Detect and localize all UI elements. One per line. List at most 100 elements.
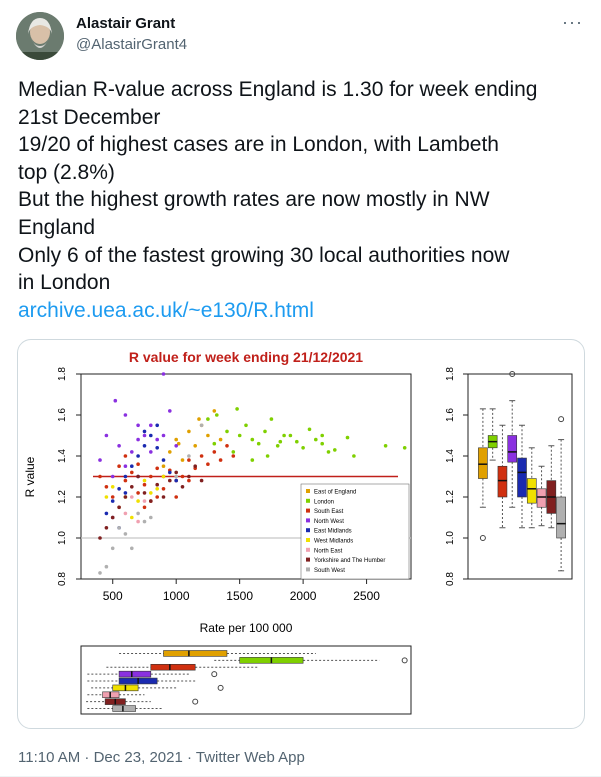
scatter-point bbox=[117, 487, 121, 491]
scatter-point bbox=[110, 546, 115, 551]
scatter-point bbox=[155, 495, 159, 499]
scatter-point bbox=[104, 511, 109, 516]
scatter-point bbox=[333, 448, 337, 452]
legend-swatch bbox=[306, 557, 310, 562]
tweet-line: 19/20 of highest cases are in London, wi… bbox=[18, 133, 499, 157]
scatter-point bbox=[136, 437, 140, 442]
scatter-point bbox=[117, 526, 121, 530]
more-options-icon[interactable]: ··· bbox=[562, 12, 583, 32]
scatter-point bbox=[320, 433, 325, 438]
scatter-point bbox=[250, 458, 255, 462]
scatter-point bbox=[130, 485, 134, 489]
author-handle[interactable]: @AlastairGrant4 bbox=[76, 36, 188, 53]
box-outlier bbox=[479, 535, 486, 541]
scatter-point bbox=[136, 499, 140, 503]
scatter-point bbox=[149, 423, 153, 428]
tweet-timestamp[interactable]: 11:10 AM · Dec 23, 2021 · Twitter Web Ap… bbox=[18, 749, 305, 766]
scatter-point bbox=[187, 478, 191, 483]
box-body bbox=[556, 496, 566, 539]
scatter-point bbox=[142, 482, 147, 487]
scatter-point bbox=[142, 505, 147, 510]
box-body bbox=[150, 663, 196, 671]
scatter-point bbox=[142, 491, 147, 495]
tweet-link[interactable]: archive.uea.ac.uk/~e130/R.html bbox=[18, 298, 314, 322]
box-body bbox=[118, 670, 152, 678]
scatter-point bbox=[168, 409, 172, 413]
scatter-point bbox=[149, 433, 153, 438]
scatter-point bbox=[168, 450, 172, 454]
tweet-line: top (2.8%) bbox=[18, 160, 115, 184]
box-outlier bbox=[401, 657, 408, 664]
scatter-point bbox=[130, 495, 134, 499]
box-outlier bbox=[217, 684, 224, 691]
scatter-point bbox=[161, 458, 166, 462]
scatter-point bbox=[187, 429, 191, 434]
horizontal-boxplot-area bbox=[80, 645, 412, 715]
scatter-point bbox=[136, 462, 140, 466]
tweet-text: Median R-value across England is 1.30 fo… bbox=[18, 76, 588, 324]
scatter-point bbox=[110, 474, 115, 479]
author-name[interactable]: Alastair Grant bbox=[76, 15, 176, 32]
legend-swatch bbox=[306, 538, 310, 542]
legend-swatch bbox=[306, 518, 310, 523]
scatter-point bbox=[123, 532, 128, 536]
scatter-point bbox=[187, 458, 191, 462]
scatter-point bbox=[123, 454, 128, 458]
scatter-point bbox=[136, 474, 140, 479]
scatter-point bbox=[123, 495, 128, 499]
scatter-point bbox=[161, 372, 166, 376]
avatar-portrait-icon bbox=[16, 12, 64, 60]
scatter-point bbox=[212, 409, 217, 413]
legend-swatch bbox=[306, 547, 310, 552]
y-tick-label: 1.8 bbox=[57, 367, 68, 381]
scatter-point bbox=[142, 499, 147, 503]
x-tick-label: 1500 bbox=[226, 589, 253, 603]
scatter-point bbox=[130, 546, 134, 551]
scatter-point bbox=[130, 515, 134, 520]
y-tick-label: 1.4 bbox=[57, 449, 68, 463]
scatter-point bbox=[161, 433, 166, 438]
y-tick-label: 0.8 bbox=[445, 572, 456, 586]
legend-label: North West bbox=[314, 519, 344, 525]
scatter-point bbox=[174, 495, 178, 499]
scatter-point bbox=[174, 437, 178, 442]
scatter-point bbox=[301, 446, 305, 450]
media-card[interactable]: R value for week ending 21/12/2021 Rate … bbox=[17, 339, 585, 729]
scatter-point bbox=[174, 478, 178, 483]
y-tick-label: 1.2 bbox=[57, 490, 68, 504]
tweet-line: 21st December bbox=[18, 105, 161, 129]
scatter-title: R value for week ending 21/12/2021 bbox=[129, 349, 363, 365]
scatter-point bbox=[155, 446, 159, 450]
scatter-point bbox=[123, 474, 128, 479]
scatter-plot-area bbox=[80, 373, 412, 580]
scatter-point bbox=[218, 458, 223, 462]
scatter-point bbox=[383, 444, 388, 448]
scatter-point bbox=[269, 417, 274, 421]
scatter-point bbox=[149, 491, 153, 495]
scatter-point bbox=[225, 429, 229, 434]
box-body bbox=[507, 435, 518, 463]
scatter-xlabel: Rate per 100 000 bbox=[200, 621, 293, 635]
scatter-point bbox=[174, 444, 178, 448]
legend-label: East of England bbox=[314, 490, 356, 496]
scatter-point bbox=[117, 464, 121, 468]
scatter-point bbox=[142, 433, 147, 438]
scatter-point bbox=[180, 458, 185, 462]
tweet-line: But the highest growth rates are now mos… bbox=[18, 188, 490, 212]
avatar[interactable] bbox=[16, 12, 64, 60]
scatter-point bbox=[110, 515, 115, 520]
scatter-point bbox=[117, 444, 121, 448]
scatter-point bbox=[314, 437, 318, 442]
scatter-point bbox=[136, 511, 140, 516]
scatter-point bbox=[130, 470, 134, 475]
legend-swatch bbox=[306, 528, 310, 533]
scatter-point bbox=[199, 454, 204, 458]
scatter-point bbox=[250, 437, 255, 442]
scatter-point bbox=[176, 441, 181, 446]
scatter-point bbox=[265, 454, 270, 458]
scatter-point bbox=[104, 485, 109, 489]
scatter-point bbox=[123, 478, 128, 483]
scatter-point bbox=[282, 433, 286, 438]
scatter-point bbox=[199, 423, 204, 428]
box-body bbox=[536, 488, 547, 508]
